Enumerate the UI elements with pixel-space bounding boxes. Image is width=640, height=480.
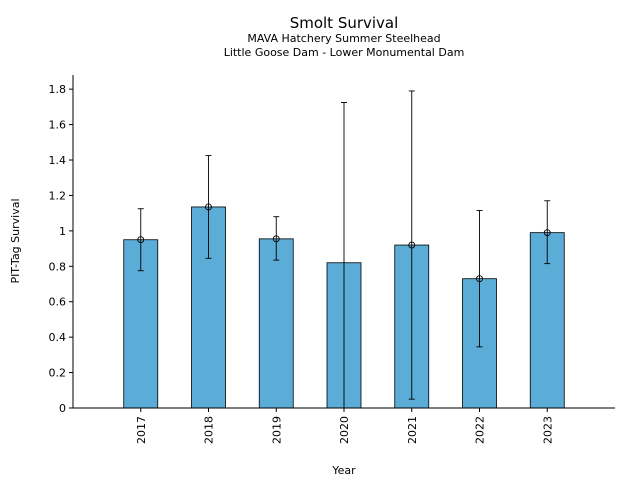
x-tick-label: 2021 [406, 416, 419, 444]
point-marker-2023 [543, 229, 551, 237]
x-axis-label: Year [331, 464, 356, 477]
y-tick-label: 0.6 [49, 296, 67, 309]
x-tick-label: 2022 [474, 416, 487, 444]
y-tick-label: 0 [59, 402, 66, 415]
x-tick-label: 2023 [541, 416, 554, 444]
y-axis-label: PIT-Tag Survival [9, 198, 22, 283]
y-tick-label: 1.8 [49, 83, 67, 96]
point-marker-2019 [272, 235, 280, 243]
y-tick-label: 1 [59, 225, 66, 238]
chart-title: Smolt Survival [290, 14, 399, 32]
x-tick-label: 2020 [338, 416, 351, 444]
point-marker-2017 [137, 236, 145, 244]
x-tick-label: 2017 [135, 416, 148, 444]
point-marker-2021 [408, 241, 416, 249]
error-bars-layer [137, 90, 551, 409]
y-tick-label: 0.2 [49, 367, 67, 380]
bar-2019 [258, 238, 294, 409]
x-tick-label: 2018 [203, 416, 216, 444]
y-tick-label: 1.2 [49, 189, 67, 202]
y-tick-label: 0.4 [49, 331, 67, 344]
point-marker-2018 [205, 203, 212, 211]
y-tick-label: 0.8 [49, 260, 67, 273]
chart-subtitle-line-1: MAVA Hatchery Summer Steelhead [247, 32, 440, 45]
x-tick-label: 2019 [270, 416, 283, 444]
y-ticks: 0 0.2 0.4 0.6 0.8 1 1.2 1.4 1.6 1.8 [49, 83, 73, 415]
x-ticks: 2017 2018 2019 2020 2021 2022 2023 [135, 408, 554, 444]
chart-subtitle-line-2: Little Goose Dam - Lower Monumental Dam [224, 46, 465, 59]
y-tick-label: 1.6 [49, 119, 67, 132]
point-marker-2022 [476, 275, 483, 283]
y-tick-label: 1.4 [49, 154, 67, 167]
